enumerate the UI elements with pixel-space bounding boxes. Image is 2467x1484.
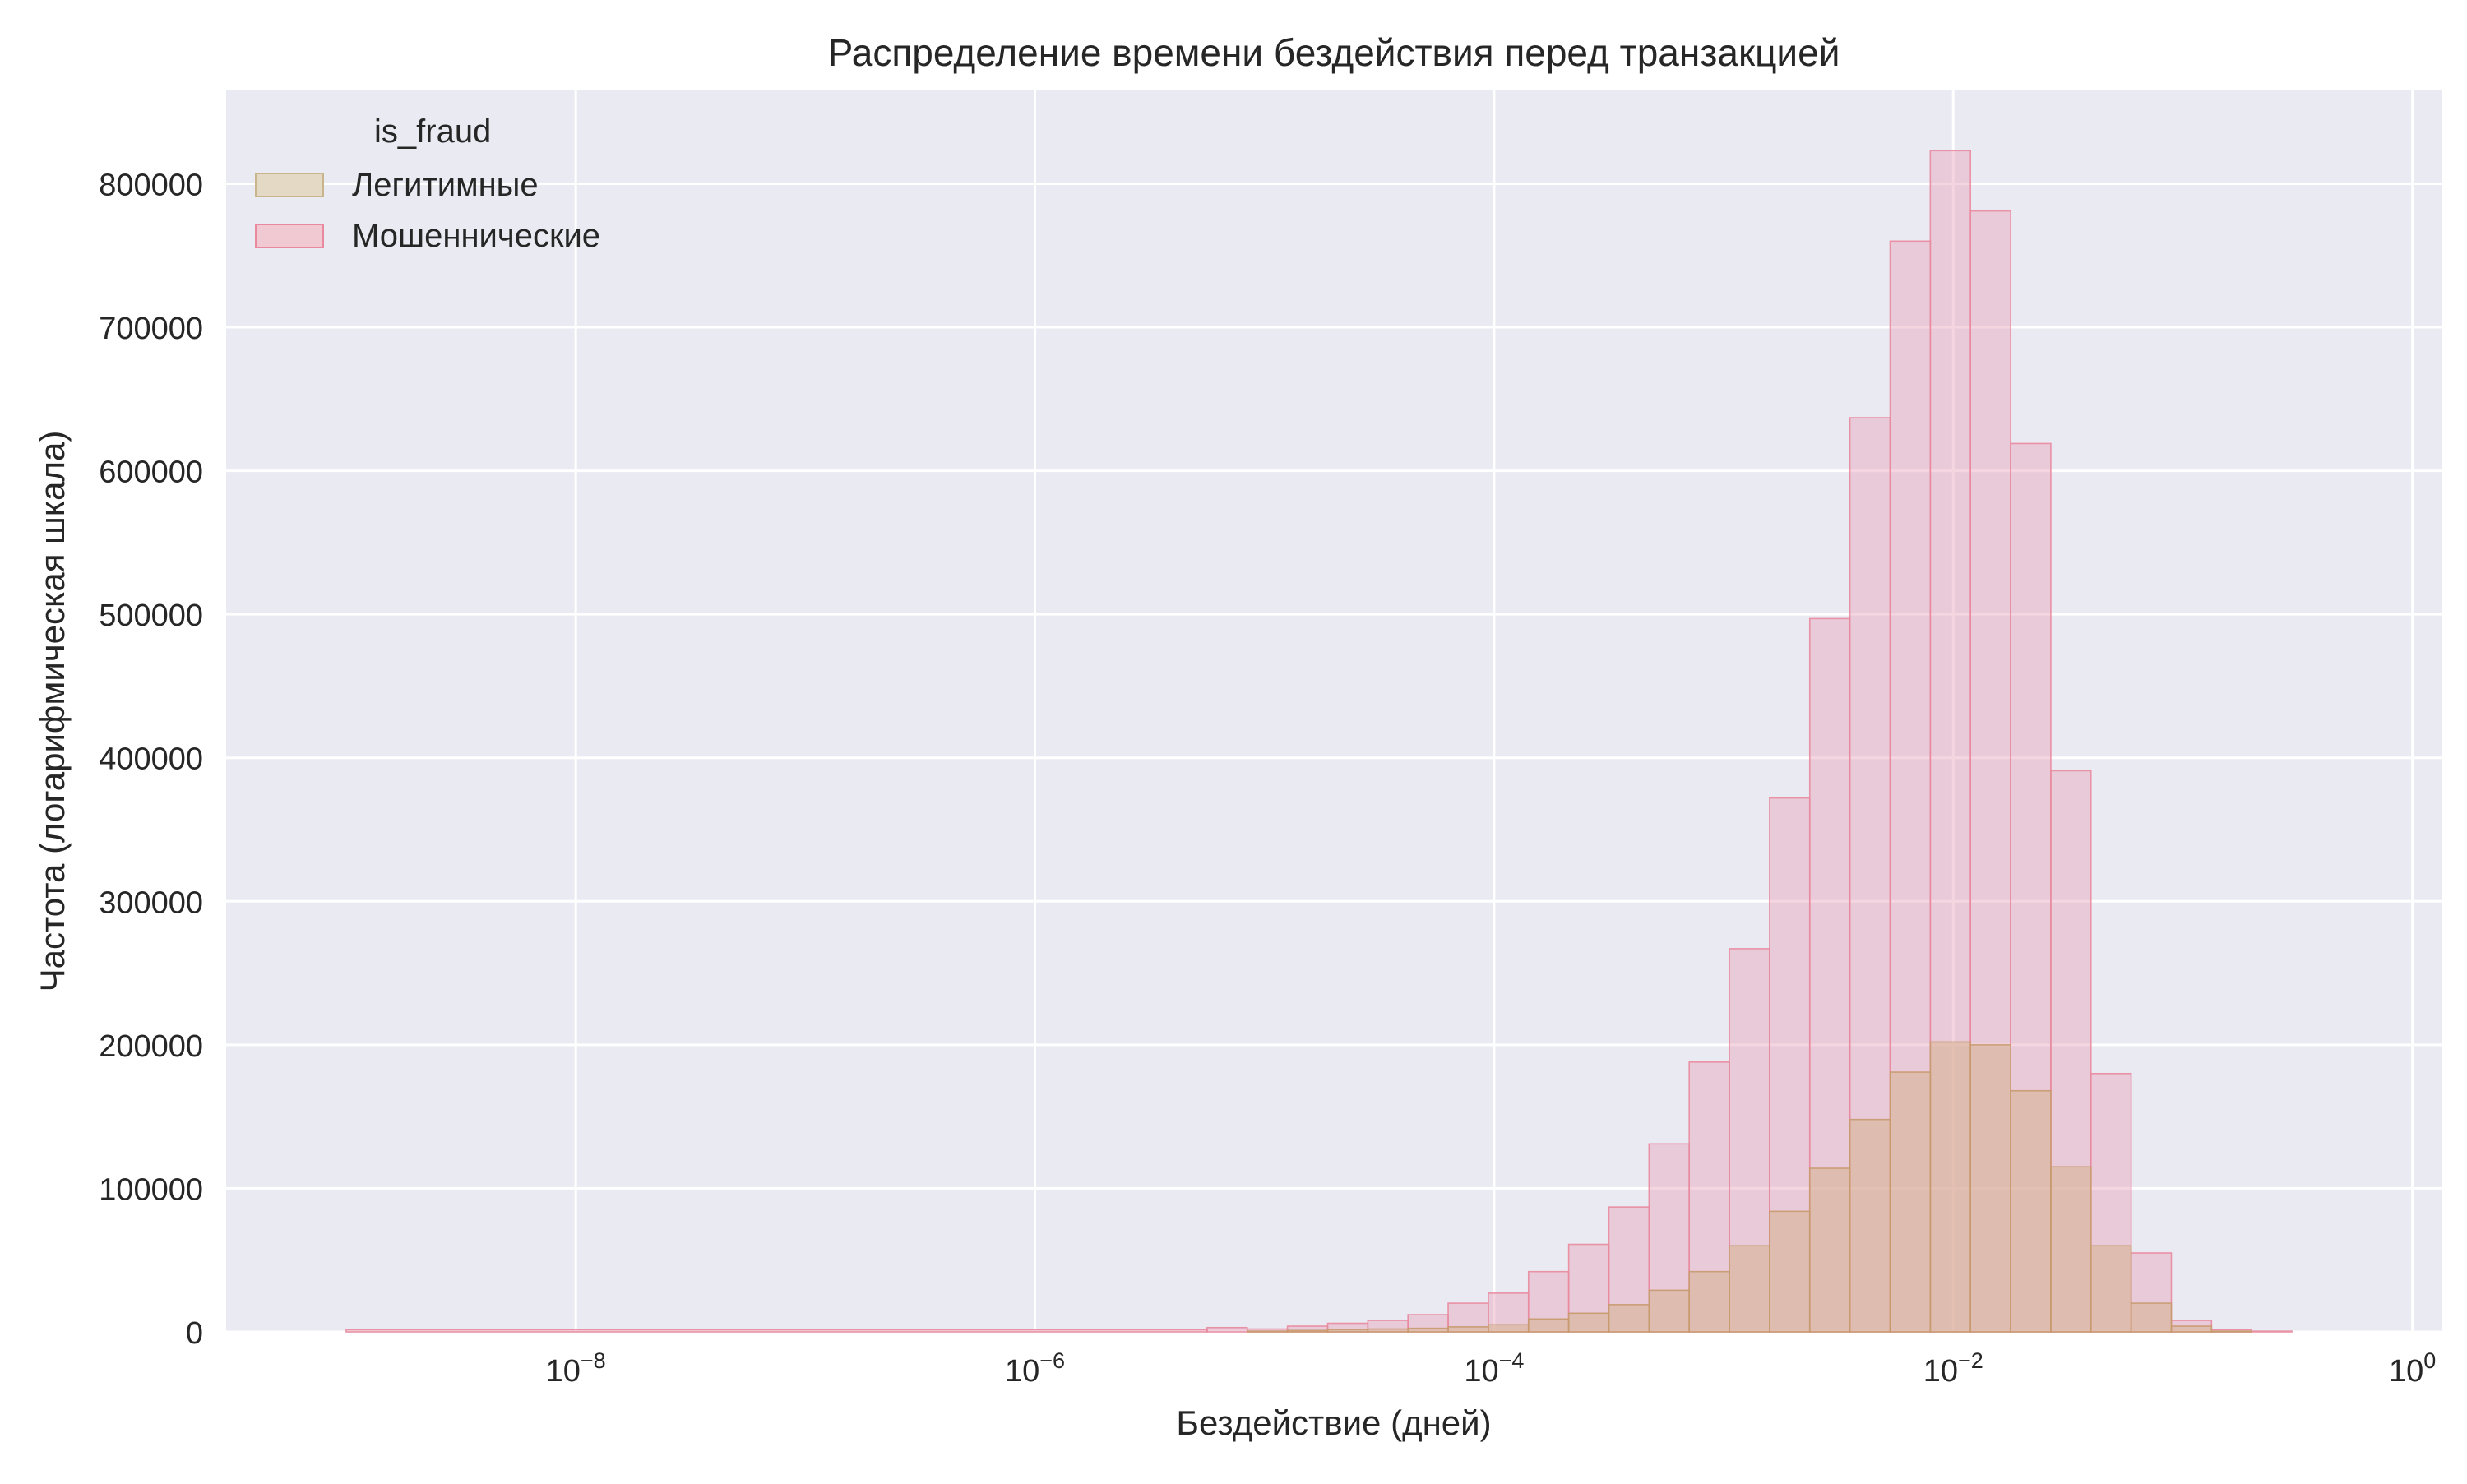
legend-item-fraud[interactable]: Мошеннические — [255, 215, 600, 257]
axis-layer: 0 100000 200000 300000 400000 500000 600000 700… — [99, 168, 2436, 1389]
y-tick-label: 300000 — [99, 885, 203, 920]
legend-title: is_fraud — [374, 113, 492, 150]
y-tick-label: 700000 — [99, 312, 203, 346]
grid-layer — [226, 90, 2442, 1334]
series-legitimate — [345, 1041, 2332, 1333]
x-tick-label: 10−4 — [1464, 1348, 1524, 1389]
x-tick-label: 100 — [2389, 1348, 2436, 1389]
legend-swatch-legitimate — [255, 173, 324, 197]
histogram-bar — [2170, 1325, 2213, 1333]
x-tick-label: 10−2 — [1923, 1348, 1983, 1389]
chart-title: Распределение времени бездействия перед … — [828, 31, 1840, 74]
series-area — [345, 150, 2332, 1333]
legend-item-legitimate[interactable]: Легитимные — [255, 164, 539, 206]
y-tick-label: 800000 — [99, 168, 203, 202]
x-axis-label: Бездействие (дней) — [1176, 1403, 1491, 1442]
y-tick-label: 600000 — [99, 455, 203, 490]
histogram-bar — [2090, 1245, 2132, 1333]
plot-background — [226, 90, 2442, 1332]
y-tick-label: 200000 — [99, 1029, 203, 1064]
y-tick-label: 100000 — [99, 1172, 203, 1207]
x-tick-label: 10−8 — [546, 1348, 606, 1389]
series-area — [345, 1042, 2332, 1332]
histogram-bar — [2210, 1330, 2252, 1333]
histogram-bar — [2130, 1302, 2173, 1333]
x-tick-label: 10−6 — [1005, 1348, 1065, 1389]
legend-swatch-fraud — [255, 224, 324, 248]
histogram-bar — [1246, 1330, 1289, 1333]
y-tick-label: 400000 — [99, 742, 203, 777]
y-tick-label: 0 — [186, 1316, 203, 1351]
y-tick-label: 500000 — [99, 599, 203, 633]
legend-label-fraud: Мошеннические — [352, 217, 601, 254]
legend-label-legitimate: Легитимные — [352, 166, 539, 203]
y-axis-label: Частота (логарифмическая шкала) — [33, 431, 72, 992]
bars-layer — [345, 150, 2332, 1333]
histogram-bar — [2251, 1330, 2293, 1333]
